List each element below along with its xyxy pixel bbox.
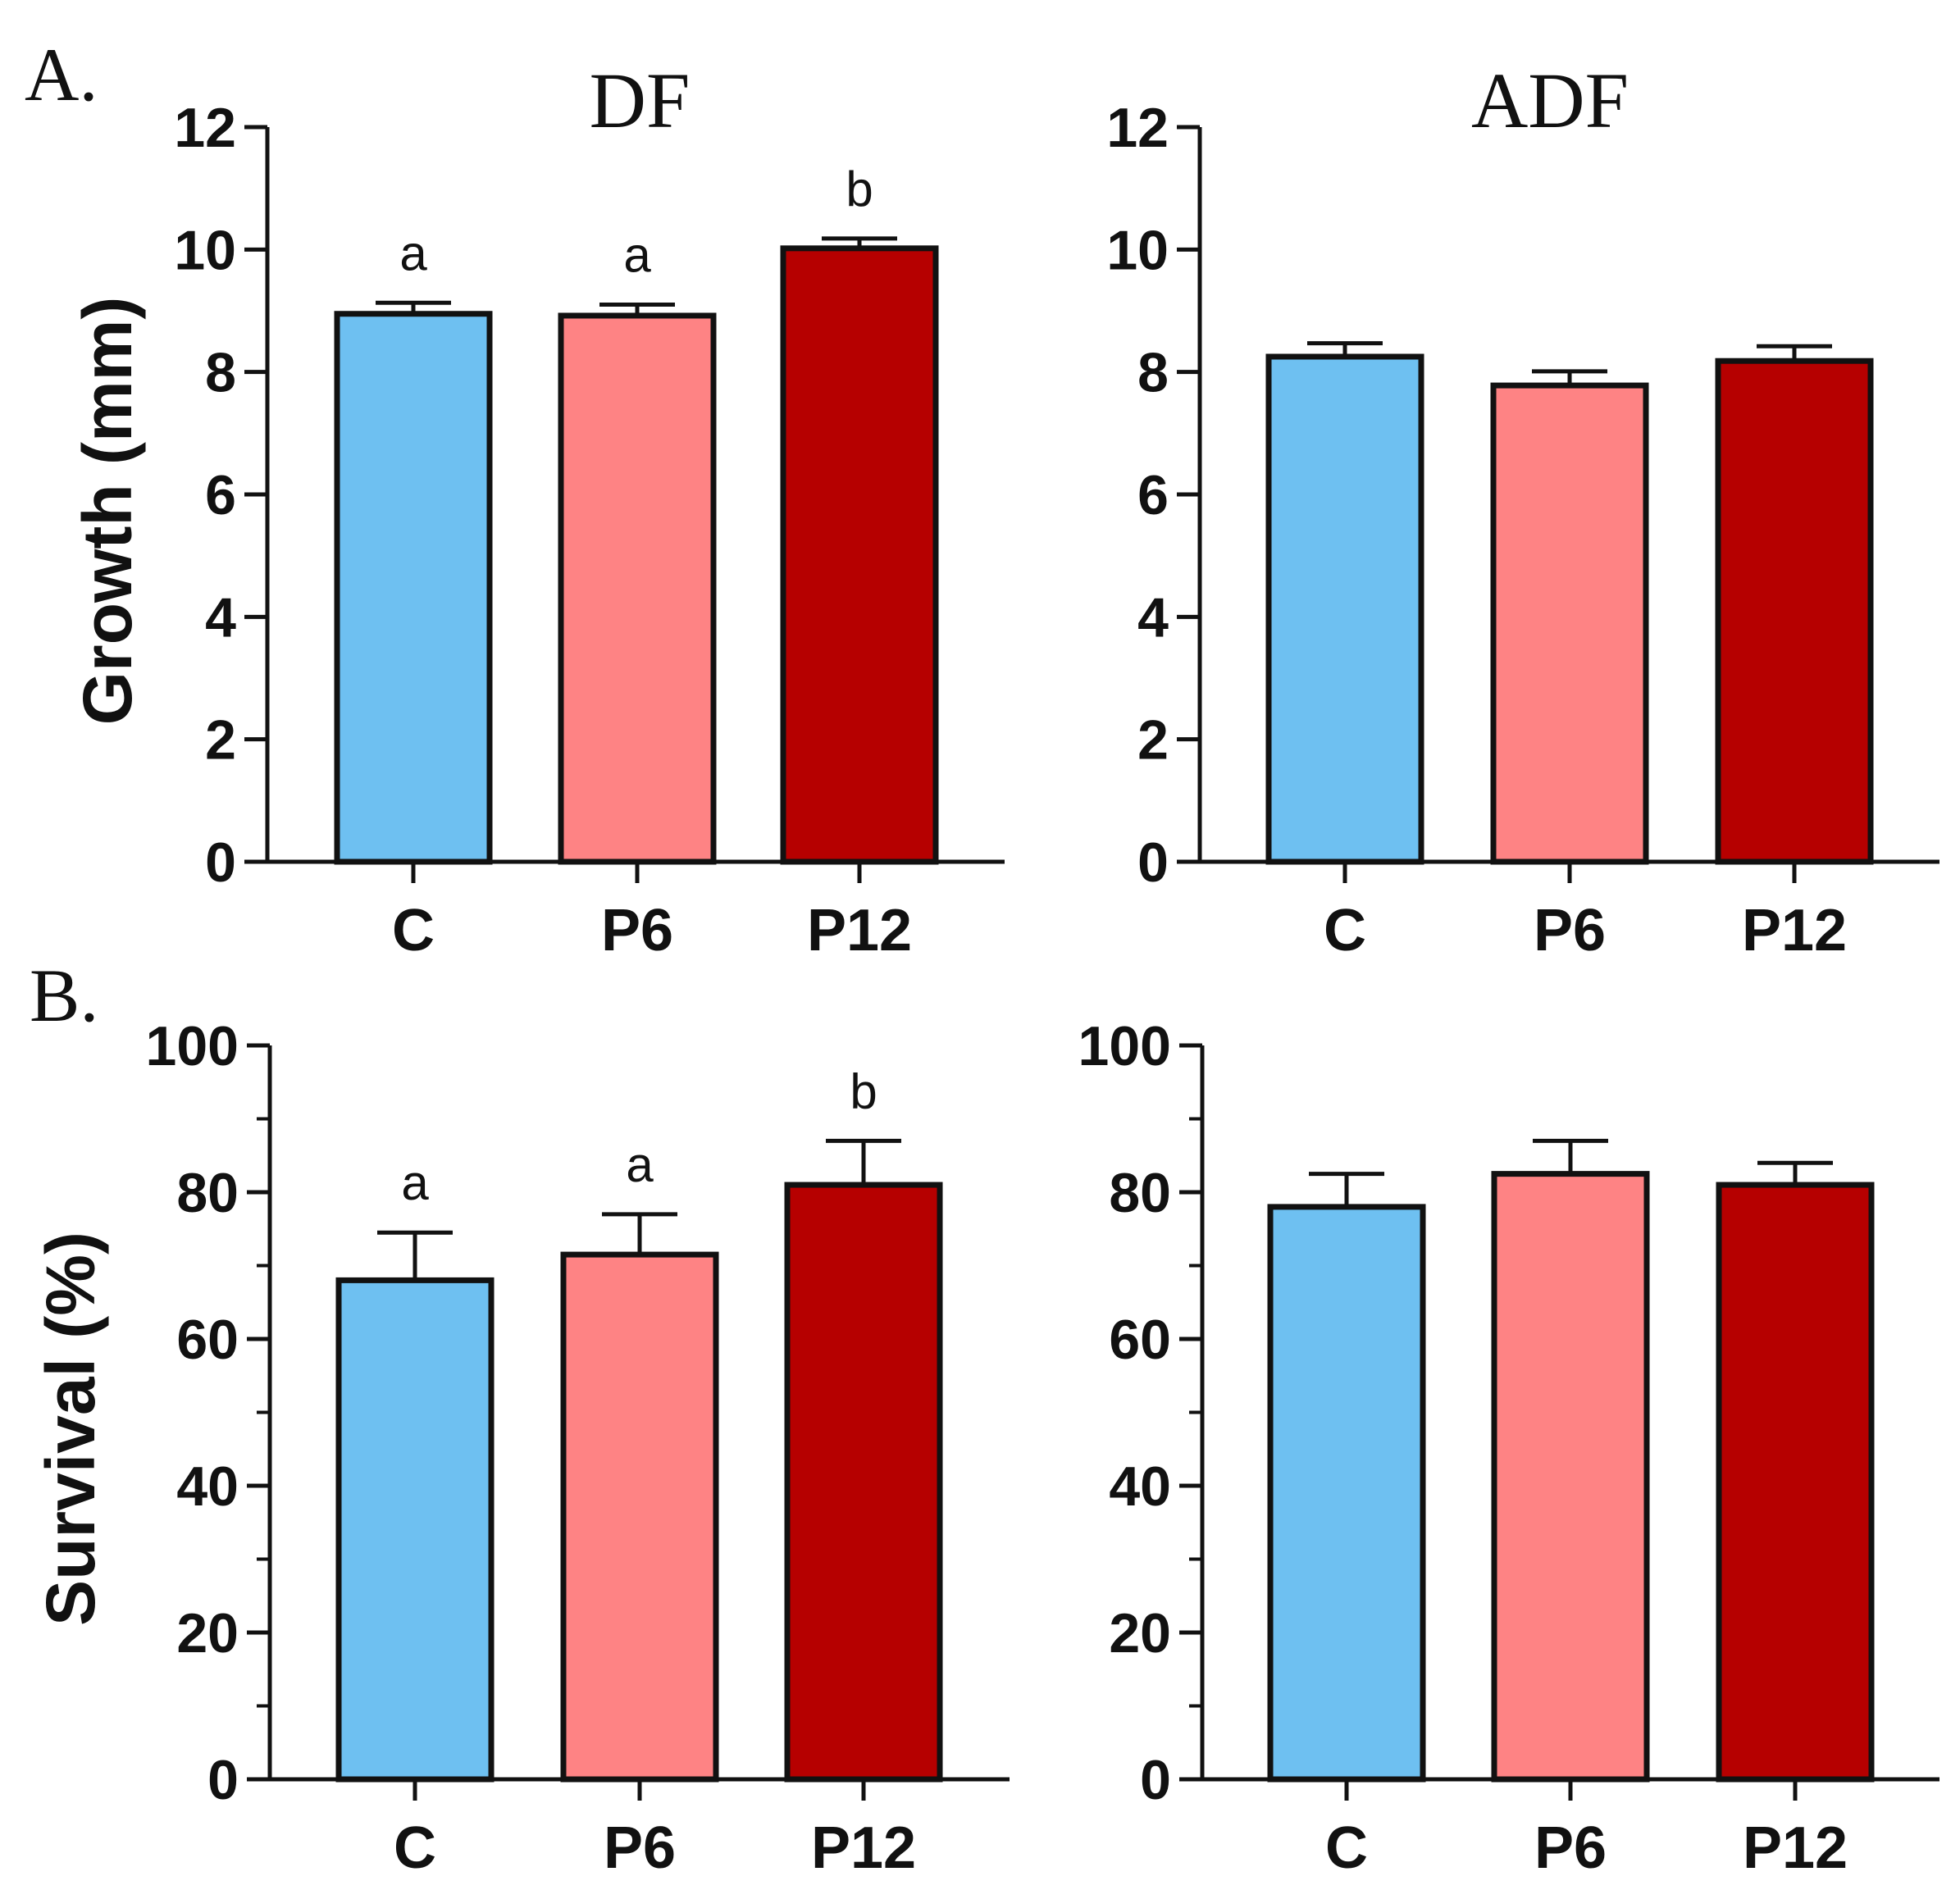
y-tick-label: 40 (1109, 1455, 1171, 1518)
x-tick-label: P12 (1742, 898, 1847, 963)
chart-4: 0 20 40 60 80 100 C P6 P12 (1078, 1015, 1939, 1881)
x-tick-label: C (394, 1815, 436, 1881)
y-axis-label: Survival (%) (32, 1232, 109, 1626)
x-tick-label: P12 (1743, 1815, 1848, 1881)
significance-label: a (626, 1137, 654, 1192)
y-tick-label: 20 (1109, 1602, 1171, 1664)
y-tick-label: 20 (176, 1602, 239, 1664)
bar-p12 (1716, 1182, 1875, 1783)
y-tick-label: 80 (176, 1162, 239, 1224)
y-tick-label: 4 (1137, 586, 1169, 649)
y-tick-label: 8 (1137, 342, 1169, 404)
x-tick-label: P6 (1534, 898, 1606, 963)
bar-p6 (560, 1251, 719, 1783)
x-tick-label: C (1324, 898, 1366, 963)
y-tick-label: 6 (1137, 464, 1169, 526)
y-tick-label: 2 (205, 709, 236, 772)
y-tick-label: 100 (1078, 1015, 1171, 1077)
significance-label: a (401, 1155, 429, 1210)
y-tick-label: 0 (1137, 831, 1169, 894)
x-tick-label: P6 (601, 898, 673, 963)
chart-3: 0 20 40 60 80 100 Survival (%) Ca P6 a P12 b (32, 1015, 1010, 1881)
y-tick-label: 10 (174, 219, 236, 281)
chart-title-adf: ADF (1471, 57, 1629, 144)
bar-c (334, 311, 493, 865)
y-tick-label: 60 (1109, 1309, 1171, 1371)
y-tick-label: 0 (207, 1749, 239, 1811)
chart-2: 0 2 4 6 8 10 12 C P6 P12 (1106, 97, 1939, 963)
y-tick-label: 100 (146, 1015, 239, 1077)
y-tick-label: 0 (1140, 1749, 1171, 1811)
bar-p12 (1715, 357, 1874, 865)
y-tick-label: 4 (205, 586, 236, 649)
y-tick-label: 60 (176, 1309, 239, 1371)
bar-c (1267, 1204, 1426, 1783)
y-tick-label: 8 (205, 342, 236, 404)
y-tick-label: 80 (1109, 1162, 1171, 1224)
x-tick-label: C (1325, 1815, 1368, 1881)
x-tick-label: P12 (807, 898, 912, 963)
y-tick-label: 6 (205, 464, 236, 526)
bar-c (335, 1277, 495, 1783)
y-tick-label: 12 (1106, 97, 1169, 159)
bar-p12 (784, 1182, 943, 1783)
x-tick-label: C (392, 898, 435, 963)
chart-1: 0 2 4 6 8 10 12 Growth (mm) Ca P6 a P12 b (69, 97, 1005, 963)
significance-label: b (846, 162, 873, 216)
x-tick-label: P6 (1534, 1815, 1607, 1881)
panel-label-b: B. (30, 954, 98, 1037)
panel-label-a: A. (25, 33, 98, 116)
bar-p6 (558, 312, 717, 865)
x-tick-label: P12 (811, 1815, 916, 1881)
significance-label: a (623, 228, 651, 283)
bar-c (1265, 353, 1424, 865)
chart-title-df: DF (590, 57, 691, 144)
significance-label: b (850, 1063, 877, 1118)
y-tick-label: 2 (1137, 709, 1169, 772)
bar-p6 (1491, 1171, 1650, 1783)
y-tick-label: 0 (205, 831, 236, 894)
x-tick-label: P6 (604, 1815, 676, 1881)
bar-p12 (780, 245, 939, 865)
y-tick-label: 10 (1106, 219, 1169, 281)
significance-label: a (399, 225, 427, 280)
y-tick-label: 40 (176, 1455, 239, 1518)
bar-p6 (1490, 382, 1649, 865)
y-tick-label: 12 (174, 97, 236, 159)
y-axis-label: Growth (mm) (69, 297, 146, 726)
